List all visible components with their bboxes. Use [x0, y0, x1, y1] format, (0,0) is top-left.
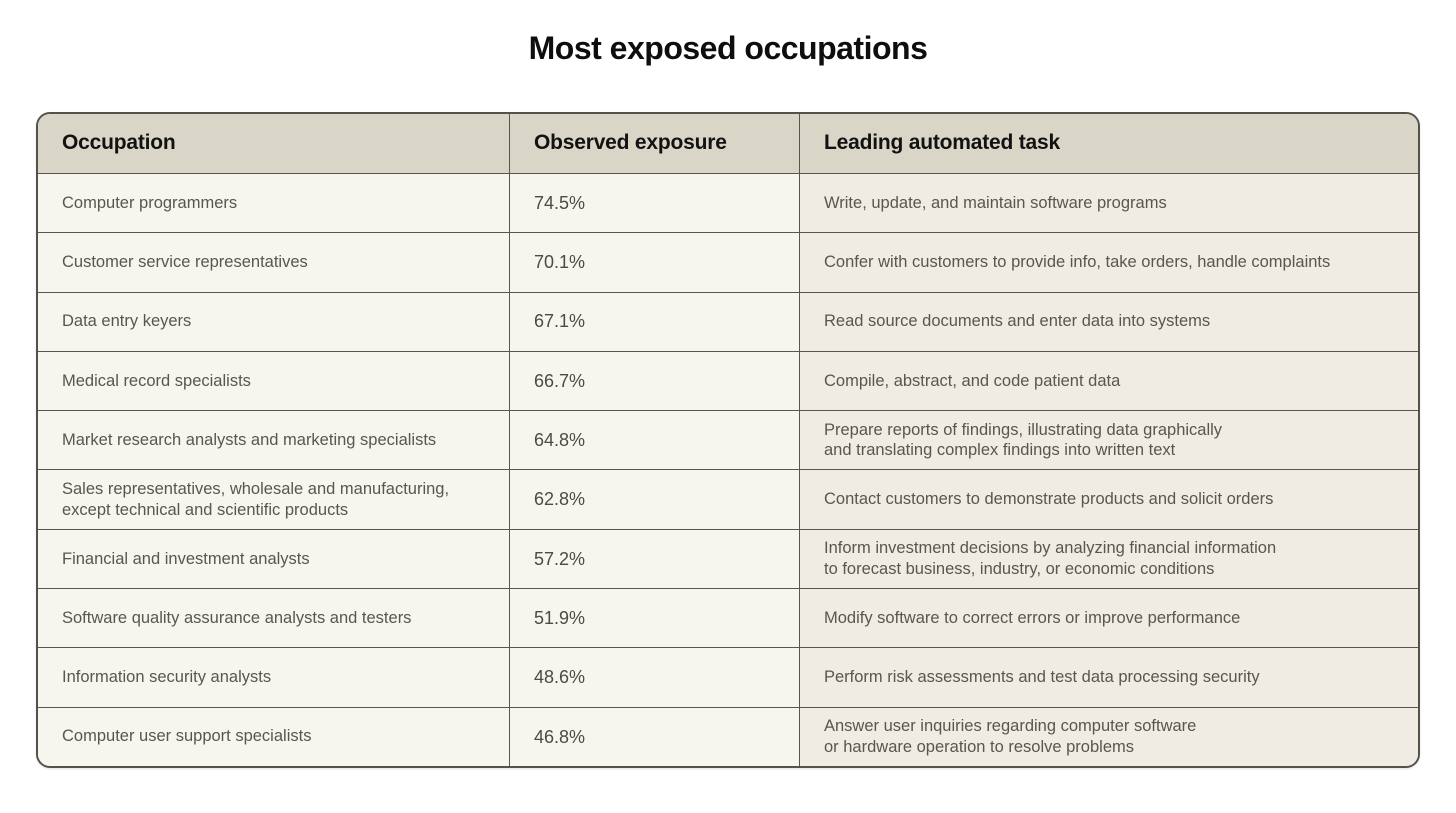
exposure-cell: 67.1% [509, 291, 799, 351]
exposure-cell: 66.7% [509, 350, 799, 411]
header-cell-occupation: Occupation [38, 114, 509, 173]
occupation-cell: Computer user support specialists [38, 706, 509, 766]
header-cell-observed-exposure: Observed exposure [509, 114, 799, 173]
task-cell: Answer user inquiries regarding computer… [799, 706, 1418, 766]
occupation-cell: Sales representatives, wholesale and man… [38, 469, 509, 529]
task-cell: Write, update, and maintain software pro… [799, 173, 1418, 233]
exposure-cell: 74.5% [509, 173, 799, 233]
exposure-cell: 64.8% [509, 410, 799, 470]
task-cell: Perform risk assessments and test data p… [799, 647, 1418, 707]
task-cell: Contact customers to demonstrate product… [799, 469, 1418, 529]
exposure-cell: 70.1% [509, 232, 799, 292]
occupations-table: Occupation Observed exposure Leading aut… [36, 112, 1420, 768]
occupation-cell: Customer service representatives [38, 232, 509, 292]
task-cell: Read source documents and enter data int… [799, 291, 1418, 351]
exposure-cell: 62.8% [509, 469, 799, 529]
task-cell: Inform investment decisions by analyzing… [799, 528, 1418, 589]
task-cell: Modify software to correct errors or imp… [799, 588, 1418, 648]
exposure-cell: 51.9% [509, 588, 799, 648]
occupation-cell: Market research analysts and marketing s… [38, 410, 509, 470]
occupation-cell: Data entry keyers [38, 291, 509, 351]
task-cell: Compile, abstract, and code patient data [799, 350, 1418, 411]
occupation-cell: Financial and investment analysts [38, 528, 509, 589]
occupation-cell: Medical record specialists [38, 350, 509, 411]
exposure-cell: 57.2% [509, 528, 799, 589]
exposure-cell: 46.8% [509, 706, 799, 766]
occupation-cell: Information security analysts [38, 647, 509, 707]
task-cell: Confer with customers to provide info, t… [799, 232, 1418, 292]
occupation-cell: Computer programmers [38, 173, 509, 233]
occupations-table-grid: Occupation Observed exposure Leading aut… [38, 114, 1418, 766]
page-title: Most exposed occupations [528, 30, 928, 66]
exposure-cell: 48.6% [509, 647, 799, 707]
occupation-cell: Software quality assurance analysts and … [38, 588, 509, 648]
task-cell: Prepare reports of findings, illustratin… [799, 410, 1418, 470]
header-cell-leading-automated-task: Leading automated task [799, 114, 1418, 173]
